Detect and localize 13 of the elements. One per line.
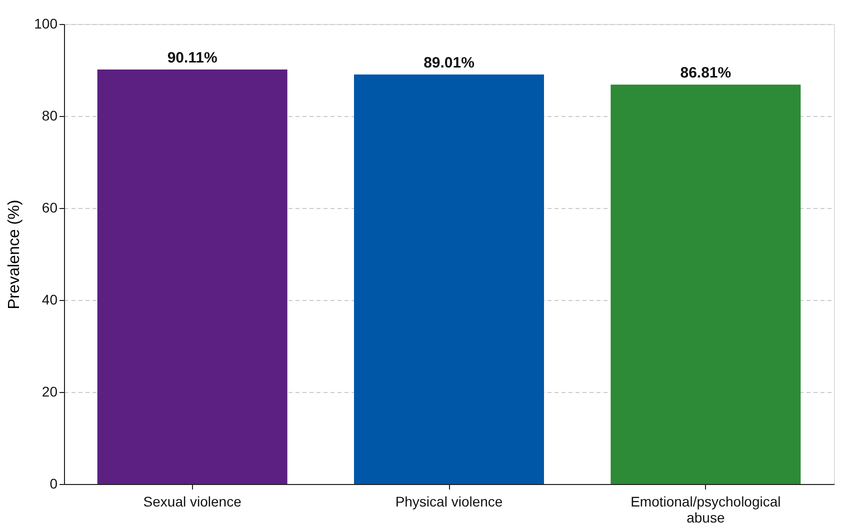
y-tick-label: 40	[42, 292, 58, 308]
y-tick-label: 60	[42, 200, 58, 216]
y-tick-label: 0	[50, 476, 58, 492]
y-tick-label: 100	[34, 16, 58, 32]
y-axis-title: Prevalence (%)	[6, 200, 24, 310]
data-label: 89.01%	[424, 54, 474, 72]
y-tick-label: 20	[42, 384, 58, 400]
data-label: 86.81%	[680, 64, 732, 82]
data-label: 90.11%	[167, 49, 218, 66]
x-tick-label: Emotional/psychological abuse	[630, 494, 781, 526]
x-tick-label: Sexual violence	[143, 494, 242, 510]
y-tick-label: 80	[42, 108, 58, 124]
x-tick-label: Physical violence	[395, 494, 503, 510]
